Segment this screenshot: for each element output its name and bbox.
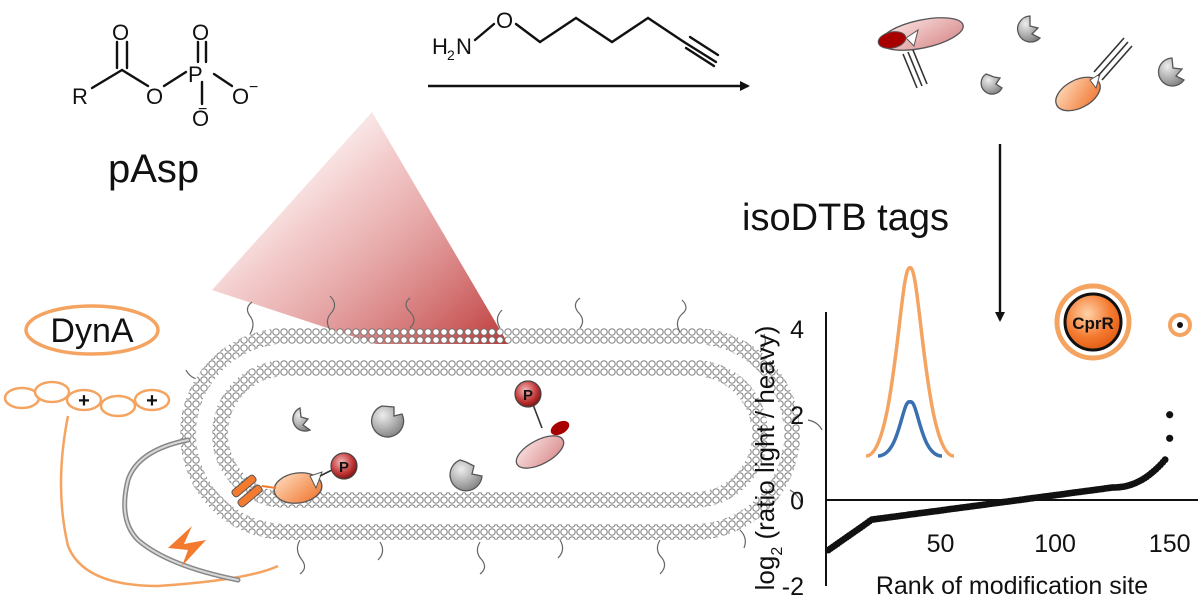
- pasp-structure: R O O P O O − O − pAsp: [72, 20, 258, 191]
- y-label-rest: (ratio light / heavy): [750, 326, 780, 547]
- dyna-group: DynA + +: [3, 304, 279, 588]
- red-protein-cell: P: [514, 380, 570, 469]
- chart-ticks: 50 100 150 4 2 0 -2: [782, 316, 1191, 600]
- dyna-oval: [24, 304, 160, 356]
- ms-peak-inset: [865, 266, 955, 458]
- reagent-o-label: O: [496, 8, 513, 33]
- y-tick-label: -2: [782, 573, 804, 600]
- cprr-core: [1063, 292, 1123, 352]
- membrane-channel: [231, 474, 277, 508]
- phosphorus-label: P: [188, 62, 203, 87]
- labeled-proteins-group: [877, 15, 1185, 112]
- chart-y-axis-label: log2 (ratio light / heavy): [750, 326, 786, 591]
- gray-protein-small: [980, 73, 1003, 95]
- light-peak-curve: [865, 266, 955, 458]
- bacterial-cell: [180, 295, 823, 575]
- x-tick-label: 100: [1034, 530, 1076, 558]
- phospho-badge-orange: [330, 452, 358, 480]
- isodtb-label: isoDTB tags: [742, 197, 949, 239]
- chart-points: [824, 411, 1174, 554]
- dyna-chain: [3, 380, 171, 418]
- orange-protein-cell: P: [273, 452, 358, 504]
- chart-x-axis-label: Rank of modification site: [876, 572, 1148, 600]
- phospho-badge-red: [514, 380, 542, 408]
- heavy-peak-curve: [877, 400, 943, 458]
- y-label-log: log: [750, 556, 780, 591]
- lightning-icon: [168, 526, 206, 566]
- orange-labeled-protein: [1055, 37, 1133, 112]
- gray-protein-right: [1157, 57, 1185, 87]
- dyna-plus-1: +: [78, 390, 90, 412]
- charge-bottom-label: −: [198, 101, 207, 118]
- y-label-sub: 2: [769, 547, 786, 556]
- charge-right-label: −: [249, 79, 258, 96]
- dyna-plus-2: +: [146, 390, 158, 412]
- reagent-h-label: H: [432, 34, 448, 59]
- bridge-oxygen-label: O: [146, 84, 163, 109]
- pasp-name: pAsp: [108, 147, 199, 191]
- phospho-badge-orange-label: P: [339, 459, 349, 476]
- gray-protein-cell-1: [292, 407, 312, 432]
- y-tick-label: 4: [790, 316, 804, 344]
- cell-wall-hairs: [185, 295, 823, 575]
- reagent-n-label: N: [456, 34, 472, 59]
- reagent-sub2-label: 2: [447, 47, 455, 63]
- cprr-label: CprR: [1072, 314, 1114, 333]
- cprr-badge: CprR: [1054, 283, 1192, 361]
- outlier-point: [1166, 411, 1174, 419]
- anionic-oxygen-bottom-label: O: [192, 106, 209, 131]
- y-tick-label: 2: [790, 402, 804, 430]
- hydroxylamine-probe: H 2 N O: [432, 8, 720, 68]
- x-tick-label: 150: [1149, 530, 1191, 558]
- red-labeled-protein: [877, 17, 964, 89]
- red-beam: [212, 112, 540, 398]
- gray-protein-top: [1017, 15, 1042, 43]
- phospho-badge-red-label: P: [523, 387, 533, 404]
- carbonyl-oxygen-label: O: [112, 20, 129, 45]
- r-group-label: R: [72, 84, 88, 109]
- gray-protein-cell-2: [370, 405, 405, 438]
- data-point: [1161, 456, 1169, 464]
- cprr-small-dot: [1177, 322, 1183, 328]
- outlier-point: [1166, 434, 1174, 442]
- phosphoryl-oxygen-label: O: [192, 20, 209, 45]
- anionic-oxygen-right-label: O: [232, 84, 249, 109]
- gray-protein-cell-3: [449, 459, 483, 492]
- dyna-label: DynA: [50, 312, 133, 350]
- cell-proteins: P P: [231, 380, 570, 508]
- y-tick-label: 0: [790, 487, 804, 515]
- x-tick-label: 50: [927, 530, 955, 558]
